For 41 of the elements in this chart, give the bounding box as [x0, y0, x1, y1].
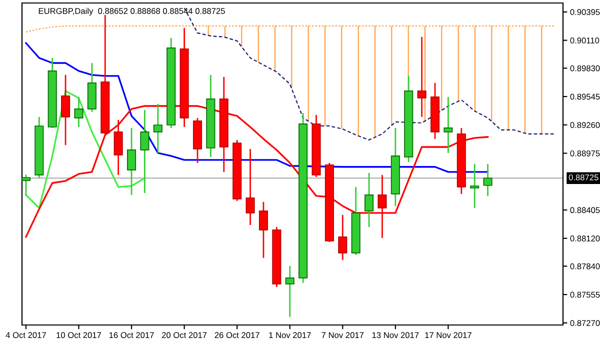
y-tick-label: 0.88120	[570, 236, 600, 242]
x-tick-label: 4 Oct 2017	[6, 332, 46, 338]
y-tick-label: 0.89545	[570, 94, 600, 100]
candlestick	[127, 127, 136, 196]
candlestick	[114, 119, 123, 176]
y-tick-label: 0.87840	[570, 263, 600, 270]
candlestick	[417, 36, 426, 118]
x-tick-label: 10 Oct 2017	[56, 332, 102, 338]
x-tick-label: 13 Nov 2017	[372, 332, 419, 338]
y-tick-label: 0.87555	[570, 292, 600, 298]
y-tick-label: 0.87270	[570, 320, 600, 326]
candlestick	[338, 214, 348, 261]
candlestick	[153, 103, 162, 154]
candlestick	[483, 163, 492, 197]
x-tick-label: 26 Oct 2017	[214, 332, 260, 338]
text: EURGBP,Daily 0.88652 0.88868 0.88544 0.88725	[38, 8, 225, 16]
y-tick-label: 0.88975	[570, 150, 600, 156]
x-tick-label: 16 Oct 2017	[109, 332, 154, 338]
x-tick-label: 7 Nov 2017	[322, 332, 364, 338]
candlestick	[258, 201, 268, 259]
line-series	[25, 90, 146, 209]
line-series	[25, 42, 489, 173]
x-tick-label: 1 Nov 2017	[269, 332, 311, 338]
candlestick	[74, 96, 84, 128]
x-tick-label: 17 Nov 2017	[425, 332, 472, 338]
x-tick-label: 20 Oct 2017	[162, 332, 207, 338]
candlestick	[470, 163, 480, 209]
candlestick	[140, 109, 150, 194]
y-tick-label: 0.88405	[570, 207, 600, 214]
line-series	[25, 25, 554, 33]
ref-line-label: 0.88725	[568, 174, 598, 180]
candlestick	[444, 96, 453, 154]
candlestick	[61, 74, 70, 146]
candlestick	[285, 265, 294, 318]
y-tick-label: 0.90395	[570, 9, 600, 16]
y-tick-label: 0.89260	[570, 122, 600, 128]
y-tick-label: 0.90110	[570, 38, 600, 44]
candlestick	[22, 174, 30, 196]
candlestick	[246, 148, 255, 226]
y-tick-label: 0.89830	[570, 65, 600, 72]
candlestick	[364, 172, 374, 228]
